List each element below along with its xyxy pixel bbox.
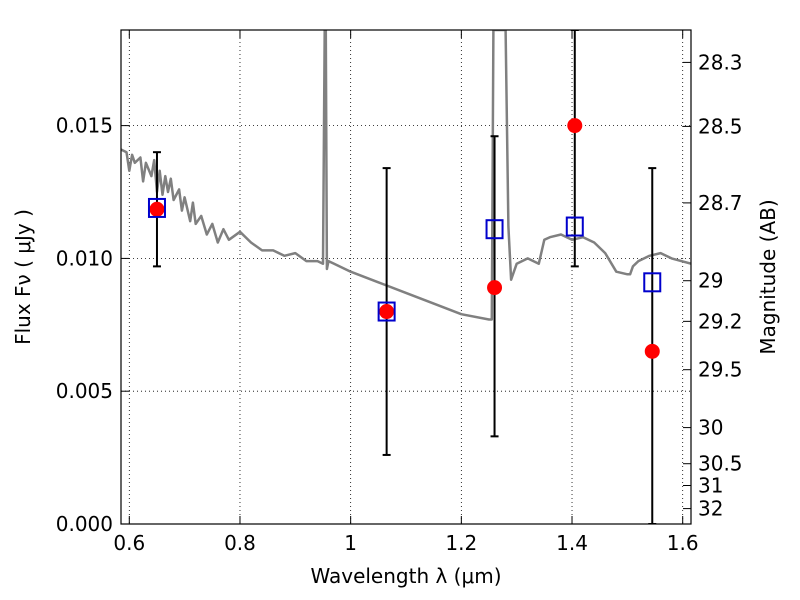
y-axis-title: Flux Fν ( μJy ) <box>11 209 35 345</box>
plot-frame <box>120 29 692 525</box>
right-tick-label: 30.5 <box>698 452 743 476</box>
y-tick-label: 0.015 <box>56 114 113 138</box>
y-tick-label: 0.010 <box>56 246 113 270</box>
observed-point <box>644 343 660 359</box>
spectrum-line <box>121 30 691 321</box>
right-tick-label: 29.2 <box>698 309 743 333</box>
right-tick-label: 32 <box>698 497 723 521</box>
right-axis-title: Magnitude (AB) <box>756 199 780 354</box>
right-tick-label: 30 <box>698 416 723 440</box>
grid-layer <box>121 30 691 525</box>
observed-point <box>567 118 583 134</box>
model-point <box>147 197 166 218</box>
x-tick-label: 1.2 <box>445 531 477 555</box>
y-tick-label: 0.005 <box>56 379 113 403</box>
right-tick-label: 28.5 <box>698 114 743 138</box>
x-tick-label: 0.8 <box>224 531 256 555</box>
x-tick-label: 1 <box>344 531 357 555</box>
model-point <box>377 301 396 322</box>
label-layer: 0.6 0.8 1 1.2 1.4 1.6 0.000 0.005 0.010 0.015 28.3… <box>56 50 743 555</box>
model-point <box>565 216 584 237</box>
observed-point <box>487 280 503 296</box>
right-tick-label: 31 <box>698 473 723 497</box>
tick-layer <box>121 30 691 525</box>
right-tick-label: 29.5 <box>698 358 743 382</box>
model-point <box>643 272 662 293</box>
observed-point <box>149 201 165 217</box>
right-tick-label: 28.7 <box>698 191 743 215</box>
x-tick-label: 1.4 <box>556 531 588 555</box>
x-axis-title: Wavelength λ (μm) <box>310 564 501 588</box>
x-tick-label: 1.6 <box>667 531 699 555</box>
x-tick-label: 0.6 <box>113 531 145 555</box>
y-tick-label: 0.000 <box>56 512 113 536</box>
plot-layer <box>121 30 691 524</box>
right-tick-label: 29 <box>698 269 723 293</box>
model-point <box>485 219 504 240</box>
observed-point <box>379 304 395 320</box>
right-tick-label: 28.3 <box>698 50 743 74</box>
